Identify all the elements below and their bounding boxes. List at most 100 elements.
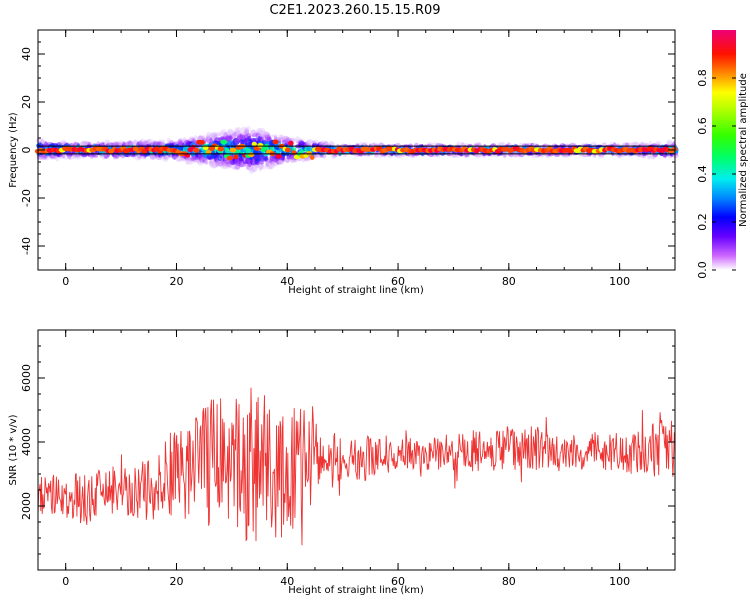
y-tick-label: 0 <box>20 147 33 154</box>
heatmap-cell <box>215 133 221 137</box>
spectrogram-x-axis-label: Height of straight line (km) <box>288 285 424 296</box>
heatmap-cell <box>205 131 212 139</box>
y-tick-label: 6000 <box>20 364 33 392</box>
heatmap-cell <box>280 134 284 138</box>
heatmap-cell <box>211 163 218 168</box>
heatmap-cell <box>80 140 87 147</box>
heatmap-cell <box>258 164 263 172</box>
heatmap-cell <box>193 158 199 163</box>
heatmap-cell <box>306 140 310 145</box>
x-tick-label: 60 <box>391 575 405 588</box>
heatmap-cell <box>244 128 250 134</box>
heatmap-cell <box>164 155 169 163</box>
heatmap-peak <box>275 153 282 159</box>
heatmap-cell <box>189 159 196 164</box>
heatmap-cell <box>261 165 266 170</box>
heatmap-cell <box>234 165 238 170</box>
heatmap-cell <box>260 160 264 165</box>
heatmap-peak <box>229 147 237 153</box>
heatmap-cell <box>267 162 275 169</box>
heatmap-peak <box>284 147 291 153</box>
colorbar-gradient <box>712 30 736 270</box>
snr-y-ticks: 2000 4000 6000 <box>20 329 675 571</box>
x-tick-label: 100 <box>609 275 630 288</box>
heatmap-cell <box>209 159 215 164</box>
y-tick-label: 4000 <box>20 428 33 456</box>
heatmap-cell <box>214 132 222 137</box>
x-tick-label: 20 <box>169 575 183 588</box>
spectrogram-core <box>34 139 678 161</box>
heatmap-cell <box>139 139 143 147</box>
heatmap-cell <box>221 128 227 137</box>
colorbar-tick-label: 0.0 <box>696 261 709 279</box>
heatmap-cell <box>263 131 270 136</box>
heatmap-cell <box>306 138 314 146</box>
y-tick-label: 20 <box>20 95 33 109</box>
snr-frame <box>37 329 676 571</box>
heatmap-cell <box>235 127 242 135</box>
spectrogram-y-axis-label: Frequency (Hz) <box>8 112 19 188</box>
spectrogram-panel: 0 20 40 60 80 100 -40 -20 0 20 40 Height of strai… <box>8 29 679 296</box>
heatmap-cell <box>250 129 257 137</box>
heatmap-cell <box>58 155 65 160</box>
heatmap-peak <box>226 155 234 161</box>
heatmap-cell <box>45 155 50 161</box>
spectrogram-x-ticks: 0 20 40 60 80 100 <box>37 30 676 288</box>
heatmap-cell <box>205 159 209 165</box>
heatmap-cell <box>178 156 182 162</box>
heatmap-cell <box>315 153 321 158</box>
heatmap-cell <box>270 161 277 166</box>
heatmap-cell <box>175 157 182 162</box>
heatmap-cell <box>211 163 217 168</box>
x-tick-label: 60 <box>391 275 405 288</box>
heatmap-cell <box>212 132 219 138</box>
heatmap-cell <box>256 130 264 134</box>
heatmap-cell <box>243 127 249 135</box>
colorbar-ticks: 0.0 0.2 0.4 0.6 0.8 <box>696 69 736 279</box>
snr-y-axis-label: SNR (10 * v/v) <box>8 414 19 485</box>
heatmap-cell <box>203 161 209 165</box>
heatmap-cell <box>132 139 137 148</box>
x-tick-label: 80 <box>502 575 516 588</box>
heatmap-cell <box>264 156 269 163</box>
x-tick-label: 40 <box>280 275 294 288</box>
heatmap-cell <box>99 154 103 158</box>
heatmap-cell <box>222 162 229 169</box>
heatmap-cell <box>265 160 270 167</box>
heatmap-cell <box>172 155 178 159</box>
colorbar-tick-label: 0.4 <box>696 165 709 183</box>
heatmap-cell <box>231 133 237 139</box>
spectrogram-y-ticks: -40 -20 0 20 40 <box>20 29 675 271</box>
heatmap-cell <box>212 162 217 166</box>
colorbar-tick-label: 0.8 <box>696 69 709 87</box>
snr-series-line <box>37 387 676 546</box>
heatmap-cell <box>276 160 284 164</box>
heatmap-cell <box>502 151 507 159</box>
x-tick-label: 100 <box>609 575 630 588</box>
heatmap-cell <box>284 159 291 163</box>
x-tick-label: 0 <box>62 275 69 288</box>
y-tick-label: -20 <box>20 189 33 207</box>
heatmap-cell <box>251 165 258 172</box>
heatmap-cell <box>244 129 250 135</box>
heatmap-cell <box>219 130 224 138</box>
heatmap-cell <box>228 136 234 140</box>
y-tick-label: -40 <box>20 237 33 255</box>
heatmap-cell <box>234 127 240 135</box>
heatmap-peak <box>233 154 239 160</box>
heatmap-cell <box>277 134 283 139</box>
heatmap-cell <box>394 142 400 149</box>
heatmap-cell <box>258 127 266 135</box>
heatmap-cell <box>262 130 267 136</box>
heatmap-peak <box>200 140 205 145</box>
heatmap-cell <box>647 153 651 159</box>
heatmap-cell <box>268 161 273 170</box>
heatmap-cell <box>211 132 217 140</box>
heatmap-peak <box>220 139 228 145</box>
heatmap-cell <box>268 163 274 170</box>
heatmap-cell <box>209 161 215 166</box>
snr-x-axis-label: Height of straight line (km) <box>288 585 424 596</box>
heatmap-peak <box>260 147 266 153</box>
x-tick-label: 80 <box>502 275 516 288</box>
